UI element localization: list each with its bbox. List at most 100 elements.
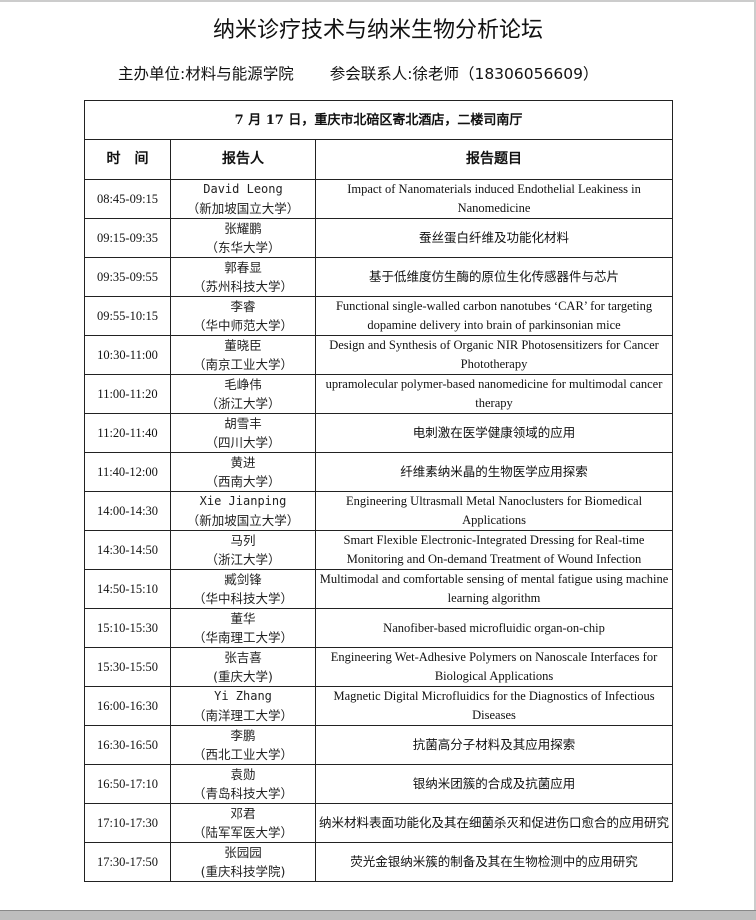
table-row: 14:00-14:30 Xie Jianping （新加坡国立大学） Engine…	[84, 491, 674, 531]
topic-cell: Smart Flexible Electronic-Integrated Dre…	[314, 530, 674, 570]
time-cell: 14:50-15:10	[84, 569, 171, 609]
speaker-affiliation: （华中师范大学）	[192, 318, 293, 333]
speaker-name: 董华	[230, 611, 256, 626]
topic-cell: Engineering Wet-Adhesive Polymers on Nan…	[314, 647, 674, 687]
speaker-cell: 张耀鹏 （东华大学）	[170, 218, 316, 258]
table-row: 09:55-10:15 李睿 （华中师范大学） Functional single…	[84, 296, 674, 336]
time-cell: 16:00-16:30	[84, 686, 171, 726]
time-cell: 11:00-11:20	[84, 374, 171, 414]
speaker-affiliation: （西北工业大学）	[192, 747, 293, 762]
topic-cell: 纤维素纳米晶的生物医学应用探索	[314, 452, 674, 492]
topic-cell: Multimodal and comfortable sensing of me…	[314, 569, 674, 609]
topic-cell: Nanofiber-based microfluidic organ-on-ch…	[314, 608, 674, 648]
topic-cell: Magnetic Digital Microfluidics for the D…	[314, 686, 674, 726]
topic-cell: 抗菌高分子材料及其应用探索	[314, 725, 674, 765]
speaker-name: Xie Jianping	[199, 494, 287, 508]
speaker-name: 张吉喜	[224, 650, 262, 665]
venue-info: 7 月 17 日，重庆市北碚区寄北酒店，二楼司南厅	[83, 100, 674, 140]
speaker-name: Yi Zhang	[214, 689, 272, 703]
speaker-affiliation: （新加坡国立大学）	[186, 513, 300, 528]
speaker-cell: 郭春显 （苏州科技大学）	[170, 257, 316, 297]
time-cell: 14:00-14:30	[84, 491, 171, 531]
speaker-name: 李睿	[230, 299, 256, 314]
speaker-cell: 董晓臣 （南京工业大学）	[170, 335, 316, 375]
table-row: 11:20-11:40 胡雪丰 （四川大学） 电刺激在医学健康领域的应用	[84, 413, 674, 453]
speaker-affiliation: (重庆科技学院)	[200, 864, 286, 879]
table-row: 17:30-17:50 张园园 (重庆科技学院) 荧光金银纳米簇的制备及其在生物检…	[84, 842, 674, 882]
page-border-top	[0, 0, 756, 2]
table-row: 14:30-14:50 马列 （浙江大学） Smart Flexible Elec…	[84, 530, 674, 570]
time-cell: 09:15-09:35	[84, 218, 171, 258]
speaker-affiliation: （苏州科技大学）	[192, 279, 293, 294]
topic-cell: upramolecular polymer-based nanomedicine…	[314, 374, 674, 414]
speaker-cell: 张吉喜 (重庆大学)	[170, 647, 316, 687]
table-row: 16:30-16:50 李鹏 （西北工业大学） 抗菌高分子材料及其应用探索	[84, 725, 674, 765]
speaker-cell: 臧剑锋 （华中科技大学）	[170, 569, 316, 609]
table-row: 17:10-17:30 邓君 （陆军军医大学） 纳米材料表面功能化及其在细菌杀灭和…	[84, 803, 674, 843]
speaker-cell: 袁勋 （青岛科技大学）	[170, 764, 316, 804]
time-cell: 11:40-12:00	[84, 452, 171, 492]
speaker-name: 黄进	[230, 455, 256, 470]
bottom-bar	[0, 910, 756, 920]
topic-cell: 纳米材料表面功能化及其在细菌杀灭和促进伤口愈合的应用研究	[314, 803, 674, 843]
speaker-affiliation: （陆军军医大学）	[192, 825, 293, 840]
contact: 参会联系人:徐老师（18306056609）	[329, 65, 599, 83]
speaker-cell: 马列 （浙江大学）	[170, 530, 316, 570]
speaker-cell: 邓君 （陆军军医大学）	[170, 803, 316, 843]
speaker-cell: 毛峥伟 （浙江大学）	[170, 374, 316, 414]
table-row: 11:40-12:00 黄进 （西南大学） 纤维素纳米晶的生物医学应用探索	[84, 452, 674, 492]
topic-cell: Impact of Nanomaterials induced Endothel…	[314, 179, 674, 219]
speaker-name: 郭春显	[224, 260, 262, 275]
speaker-name: David Leong	[203, 182, 283, 196]
time-cell: 17:10-17:30	[84, 803, 171, 843]
time-cell: 08:45-09:15	[84, 179, 171, 219]
topic-cell: 蚕丝蛋白纤维及功能化材料	[314, 218, 674, 258]
topic-cell: Functional single-walled carbon nanotube…	[314, 296, 674, 336]
speaker-name: 李鹏	[230, 728, 256, 743]
speaker-cell: David Leong （新加坡国立大学）	[170, 179, 316, 219]
table-row: 08:45-09:15 David Leong （新加坡国立大学） Impact …	[84, 179, 674, 219]
table-row: 11:00-11:20 毛峥伟 （浙江大学） upramolecular poly…	[84, 374, 674, 414]
subtitle: 主办单位:材料与能源学院 参会联系人:徐老师（18306056609）	[118, 62, 598, 84]
topic-cell: 银纳米团簇的合成及抗菌应用	[314, 764, 674, 804]
speaker-cell: 张园园 (重庆科技学院)	[170, 842, 316, 882]
speaker-name: 邓君	[230, 806, 256, 821]
schedule-table: 7 月 17 日，重庆市北碚区寄北酒店，二楼司南厅 时 间 报告人 报告题目 0…	[83, 100, 674, 882]
speaker-name: 马列	[230, 533, 256, 548]
table-row: 16:00-16:30 Yi Zhang （南洋理工大学） Magnetic Di…	[84, 686, 674, 726]
speaker-name: 毛峥伟	[224, 377, 262, 392]
speaker-affiliation: (重庆大学)	[213, 669, 273, 684]
page-title: 纳米诊疗技术与纳米生物分析论坛	[212, 18, 543, 43]
header-speaker: 报告人	[170, 139, 316, 180]
speaker-affiliation: （东华大学）	[205, 240, 281, 255]
time-cell: 09:55-10:15	[84, 296, 171, 336]
speaker-cell: Yi Zhang （南洋理工大学）	[170, 686, 316, 726]
time-cell: 15:30-15:50	[84, 647, 171, 687]
header-time: 时 间	[84, 139, 171, 180]
speaker-name: 胡雪丰	[224, 416, 262, 431]
organizer: 主办单位:材料与能源学院	[118, 65, 294, 83]
speaker-affiliation: （四川大学）	[205, 435, 281, 450]
table-row: 14:50-15:10 臧剑锋 （华中科技大学） Multimodal and c…	[84, 569, 674, 609]
speaker-affiliation: （浙江大学）	[205, 552, 281, 567]
speaker-affiliation: （南洋理工大学）	[192, 708, 293, 723]
speaker-cell: 李鹏 （西北工业大学）	[170, 725, 316, 765]
header-topic: 报告题目	[314, 139, 674, 180]
table-row: 09:15-09:35 张耀鹏 （东华大学） 蚕丝蛋白纤维及功能化材料	[84, 218, 674, 258]
speaker-cell: 黄进 （西南大学）	[170, 452, 316, 492]
speaker-cell: 胡雪丰 （四川大学）	[170, 413, 316, 453]
time-cell: 10:30-11:00	[84, 335, 171, 375]
speaker-affiliation: （华南理工大学）	[192, 630, 293, 645]
speaker-name: 袁勋	[230, 767, 256, 782]
speaker-affiliation: （西南大学）	[205, 474, 281, 489]
table-row: 09:35-09:55 郭春显 （苏州科技大学） 基于低维度仿生酶的原位生化传感器…	[84, 257, 674, 297]
speaker-affiliation: （南京工业大学）	[192, 357, 293, 372]
speaker-name: 臧剑锋	[224, 572, 262, 587]
speaker-name: 董晓臣	[224, 338, 262, 353]
speaker-cell: Xie Jianping （新加坡国立大学）	[170, 491, 316, 531]
speaker-affiliation: （浙江大学）	[205, 396, 281, 411]
speaker-affiliation: （华中科技大学）	[192, 591, 293, 606]
speaker-name: 张园园	[224, 845, 262, 860]
time-cell: 11:20-11:40	[84, 413, 171, 453]
table-row: 16:50-17:10 袁勋 （青岛科技大学） 银纳米团簇的合成及抗菌应用	[84, 764, 674, 804]
